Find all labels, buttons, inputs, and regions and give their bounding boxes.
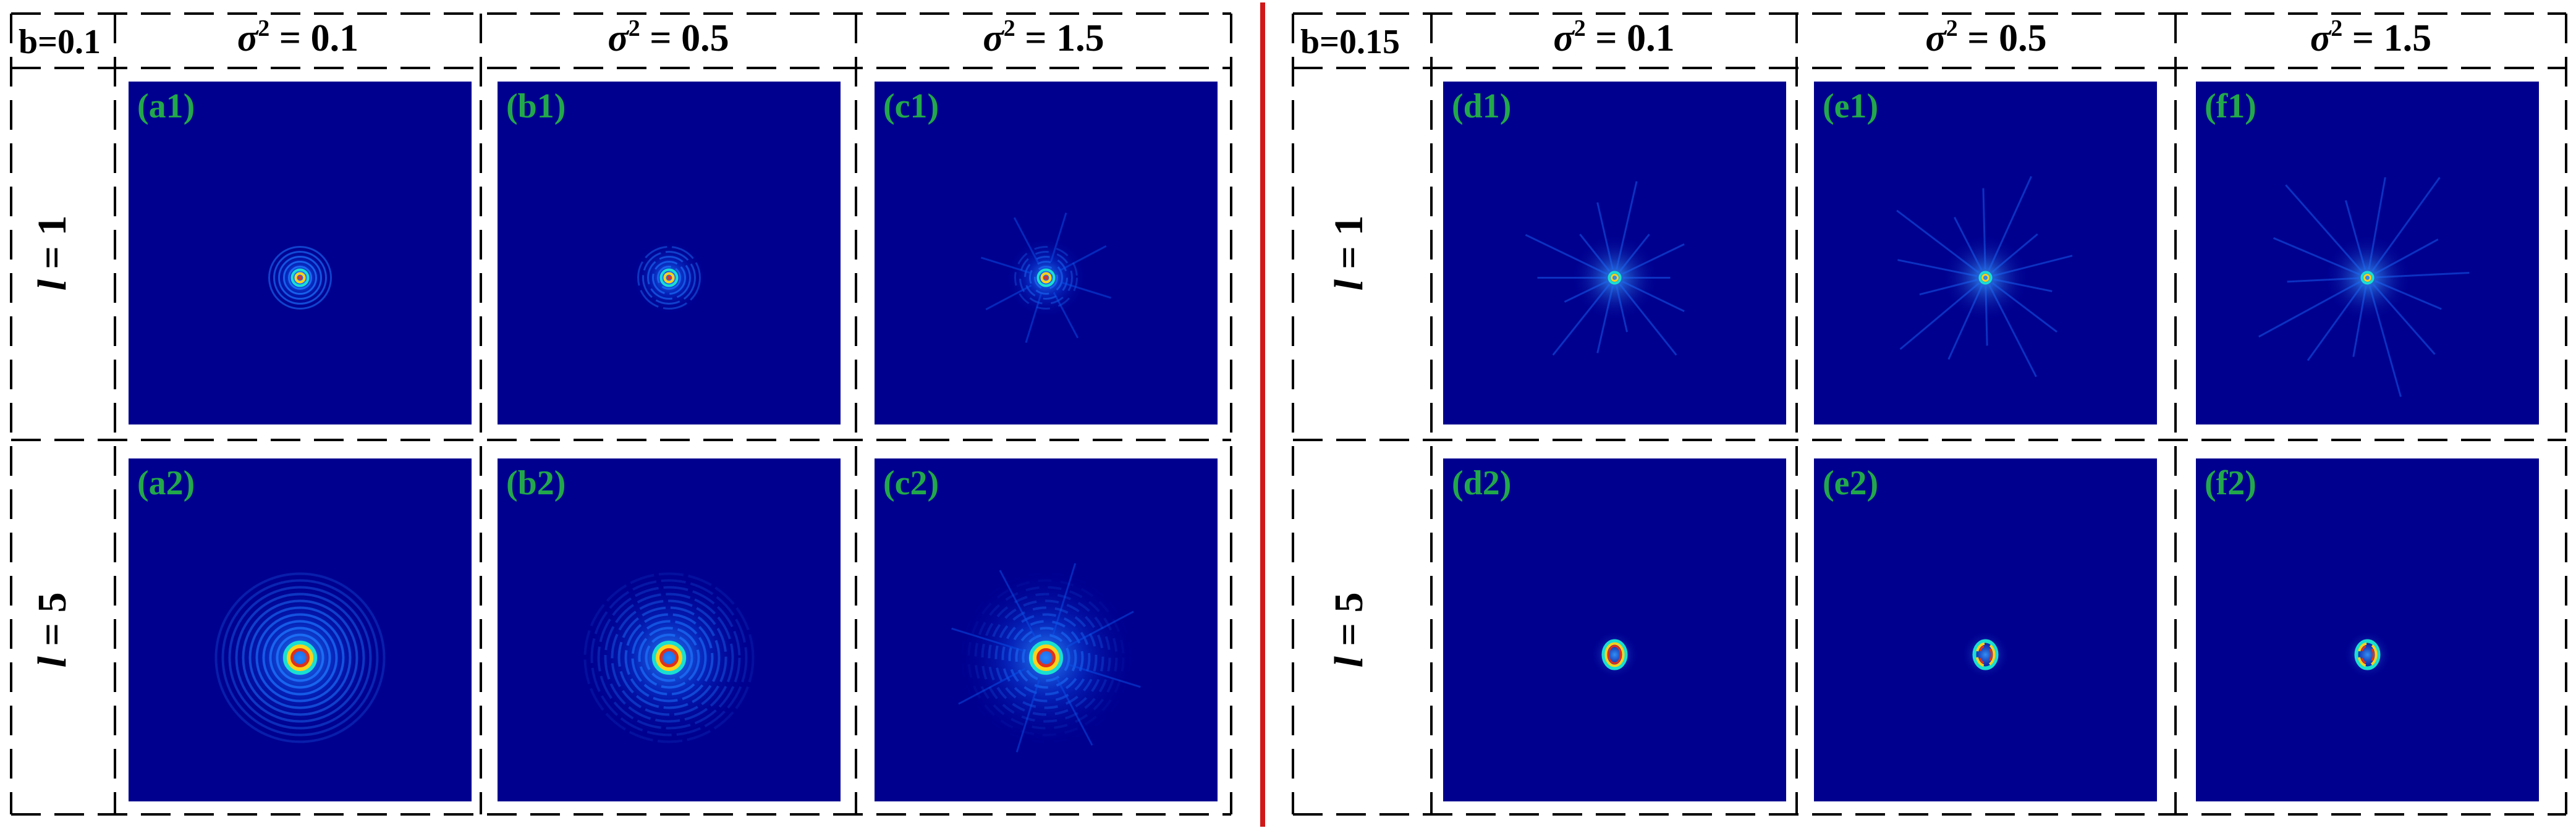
intensity-pattern <box>1962 631 2009 678</box>
dashed-grid <box>10 12 2567 816</box>
intensity-panel <box>498 458 841 801</box>
panel-label: (b1) <box>506 87 566 125</box>
intensity-panel <box>129 458 472 801</box>
intensity-panel <box>875 458 1218 801</box>
sigma-column-header: σ2 = 0.5 <box>1925 15 2046 59</box>
intensity-panel <box>1443 82 1786 424</box>
sigma-value: = 0.5 <box>640 17 729 59</box>
intensity-pattern <box>2344 631 2391 678</box>
l-value: = 1 <box>30 216 75 280</box>
sigma-column-header: σ2 = 0.1 <box>237 15 358 59</box>
l-symbol: l <box>30 656 75 667</box>
sigma-value: = 1.5 <box>1015 17 1104 59</box>
label-layer: (a1) (b1) (c1)(a2) (b2) (c2)b=0.1 σ2 = 0.1 σ2 … <box>19 15 2431 667</box>
panel-label: (f2) <box>2205 464 2256 502</box>
sigma-symbol: σ <box>1925 17 1947 59</box>
l-value: = 1 <box>1326 216 1371 280</box>
panel-label: (d2) <box>1452 464 1511 502</box>
panel-background <box>1814 458 2157 801</box>
sigma-symbol: σ <box>1553 17 1575 59</box>
sigma-symbol: σ <box>608 17 629 59</box>
intensity-pattern <box>1525 181 1685 356</box>
b-parameter-label: b=0.15 <box>1300 23 1400 61</box>
sigma-value: = 1.5 <box>2342 17 2431 59</box>
panel-label: (a2) <box>137 464 195 502</box>
sigma-column-header: σ2 = 1.5 <box>983 15 1104 59</box>
b-parameter-label: b=0.1 <box>19 23 101 61</box>
panel-background <box>1443 458 1786 801</box>
intensity-panel <box>2196 82 2539 424</box>
intensity-panel <box>1814 458 2157 801</box>
intensity-panel <box>1443 458 1786 801</box>
l-value: = 5 <box>30 593 75 657</box>
panel-label: (c2) <box>883 464 939 502</box>
sigma-value: = 0.1 <box>269 17 358 59</box>
panel-label: (a1) <box>137 87 195 125</box>
sigma-symbol: σ <box>2310 17 2332 59</box>
l-symbol: l <box>1326 656 1371 667</box>
intensity-panel <box>1814 82 2157 424</box>
intensity-pattern <box>1591 631 1638 678</box>
intensity-pattern <box>1896 175 2073 378</box>
sigma-exponent: 2 <box>1574 15 1586 41</box>
l-row-label: l = 1 <box>30 216 75 291</box>
panel-label: (f1) <box>2205 87 2256 125</box>
sigma-exponent: 2 <box>629 15 640 41</box>
intensity-pattern <box>583 572 755 743</box>
intensity-panel <box>2196 458 2539 801</box>
sigma-exponent: 2 <box>1004 15 1015 41</box>
sigma-exponent: 2 <box>1946 15 1958 41</box>
sigma-value: = 0.5 <box>1958 17 2047 59</box>
panel-background <box>2196 458 2539 801</box>
intensity-pattern <box>214 572 386 743</box>
l-row-label: l = 5 <box>1326 593 1371 668</box>
panel-label: (d1) <box>1452 87 1511 125</box>
panel-label: (e2) <box>1823 464 1878 502</box>
l-row-label: l = 1 <box>1326 216 1371 291</box>
panel-label: (e1) <box>1823 87 1878 125</box>
intensity-pattern <box>2258 177 2470 397</box>
sigma-column-header: σ2 = 0.1 <box>1553 15 1674 59</box>
intensity-pattern <box>980 212 1112 344</box>
sigma-symbol: σ <box>237 17 259 59</box>
sigma-column-header: σ2 = 0.5 <box>608 15 729 59</box>
intensity-panel <box>875 82 1218 424</box>
sigma-column-header: σ2 = 1.5 <box>2310 15 2431 59</box>
panel-grid <box>129 82 2539 801</box>
l-value: = 5 <box>1326 593 1371 657</box>
sigma-exponent: 2 <box>258 15 269 41</box>
sigma-value: = 0.1 <box>1586 17 1675 59</box>
intensity-pattern <box>632 240 706 315</box>
sigma-exponent: 2 <box>2331 15 2342 41</box>
panel-label: (c1) <box>883 87 939 125</box>
l-symbol: l <box>30 279 75 290</box>
panel-label: (b2) <box>506 464 566 502</box>
l-symbol: l <box>1326 279 1371 290</box>
intensity-pattern <box>266 243 334 312</box>
l-row-label: l = 5 <box>30 593 75 668</box>
intensity-pattern <box>951 563 1141 753</box>
intensity-panel <box>498 82 841 424</box>
intensity-panel <box>129 82 472 424</box>
sigma-symbol: σ <box>983 17 1004 59</box>
